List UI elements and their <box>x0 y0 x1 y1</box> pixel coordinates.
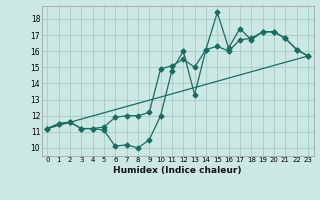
X-axis label: Humidex (Indice chaleur): Humidex (Indice chaleur) <box>113 166 242 175</box>
